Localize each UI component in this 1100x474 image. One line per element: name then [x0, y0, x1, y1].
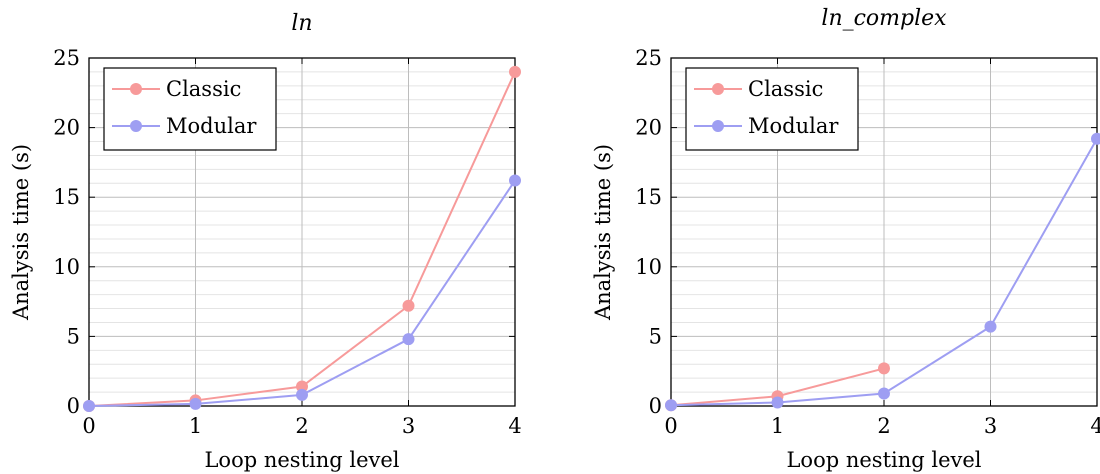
legend-label: Classic	[748, 77, 823, 101]
chart-title: ln	[291, 11, 312, 36]
x-tick-label: 4	[508, 414, 521, 438]
legend-label: Modular	[166, 114, 257, 138]
plot-frame	[670, 57, 1098, 407]
y-tick-label: 10	[53, 255, 80, 279]
x-tick-label: 2	[877, 414, 890, 438]
y-tick-label: 5	[67, 324, 80, 348]
chart-panel-1: 0 5 10 15 20 25 0 1 2 3 4 ln Loop nesting level Analy…	[9, 11, 522, 472]
legend-marker	[712, 120, 724, 132]
x-tick-label: 1	[189, 414, 202, 438]
y-tick-label: 20	[635, 116, 662, 140]
series-modular	[665, 132, 1100, 412]
legend-label: Modular	[748, 114, 839, 138]
legend-marker	[130, 120, 142, 132]
data-point	[771, 396, 784, 409]
y-tick-label: 15	[635, 185, 662, 209]
data-point	[509, 65, 521, 78]
data-point	[402, 333, 415, 346]
x-axis-label: Loop nesting level	[204, 448, 399, 472]
data-point	[83, 400, 95, 412]
x-tick-label: 3	[984, 414, 997, 438]
chart-title: ln_complex	[821, 6, 947, 31]
legend-box	[685, 67, 859, 151]
y-tick-label: 0	[649, 394, 662, 418]
x-tick-label: 3	[402, 414, 415, 438]
y-tick-label: 10	[635, 255, 662, 279]
y-tick-label: 5	[649, 324, 662, 348]
data-point	[878, 387, 890, 400]
data-point	[878, 362, 890, 375]
data-point	[402, 299, 415, 312]
plot-frame	[88, 57, 516, 407]
y-tick-label: 0	[67, 394, 80, 418]
data-point	[296, 380, 308, 393]
x-tick-label: 2	[295, 414, 308, 438]
x-axis-label: Loop nesting level	[786, 448, 981, 472]
y-tick-label: 15	[53, 185, 80, 209]
legend: Classic Modular	[103, 67, 277, 151]
x-tick-label: 0	[664, 414, 677, 438]
legend-marker	[712, 83, 724, 95]
series-modular	[83, 174, 521, 412]
legend: Classic Modular	[685, 67, 859, 151]
data-point	[665, 399, 677, 412]
legend-marker	[130, 83, 142, 95]
legend-label: Classic	[166, 77, 241, 101]
y-axis-label: Analysis time (s)	[9, 144, 33, 321]
y-tick-label: 20	[53, 116, 80, 140]
x-tick-label: 1	[771, 414, 784, 438]
y-tick-label: 25	[53, 46, 80, 70]
chart-panel-2: 0 5 10 15 20 25 0 1 2 3 4 ln_complex Loop nesting le…	[591, 6, 1100, 472]
data-point	[189, 397, 202, 410]
legend-box	[103, 67, 277, 151]
data-point	[1091, 132, 1100, 145]
y-axis-label: Analysis time (s)	[591, 144, 615, 321]
y-tick-label: 25	[635, 46, 662, 70]
data-point	[984, 320, 997, 333]
data-point	[296, 388, 308, 401]
x-tick-label: 0	[82, 414, 95, 438]
data-point	[509, 174, 521, 187]
x-tick-label: 4	[1090, 414, 1100, 438]
